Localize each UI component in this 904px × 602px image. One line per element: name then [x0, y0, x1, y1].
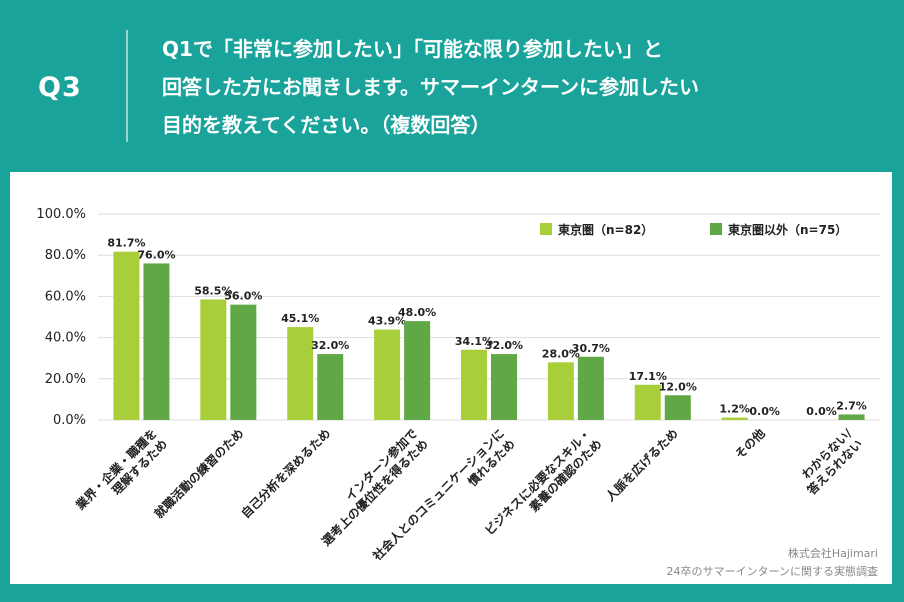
logo-mark: int: [28, 543, 58, 570]
category-label-line: 人脈を広げるため: [602, 426, 680, 504]
data-label: 0.0%: [749, 405, 780, 418]
data-label: 2.7%: [836, 399, 867, 412]
bar-tokyo: [461, 349, 487, 420]
bar-tokyo: [547, 362, 574, 420]
category-label: 就職活動の練習のため: [151, 426, 246, 521]
source-note: 株式会社Hajimari 24卒のサマーインターンに関する実態調査: [667, 545, 878, 581]
data-label: 32.0%: [485, 339, 523, 352]
bar-non-tokyo: [404, 321, 431, 420]
bar-tokyo: [113, 251, 140, 420]
category-label: わからない/答えられない: [794, 426, 866, 498]
data-label: 1.2%: [719, 403, 750, 416]
question-text: Q1で「非常に参加したい」「可能な限り参加したい」と 回答した方にお聞きします。…: [162, 30, 882, 144]
data-label: 30.7%: [572, 342, 610, 355]
source-company: 株式会社Hajimari: [787, 547, 878, 560]
question-line: 目的を教えてください。（複数回答）: [162, 113, 491, 137]
chart-panel: 0.0% 20.0% 40.0% 60.0% 80.0% 100.0% 81.7% 76.0%…: [10, 172, 892, 584]
bar-non-tokyo: [664, 395, 691, 420]
category-label: 人脈を広げるため: [602, 426, 680, 504]
y-tick-label: 0.0%: [53, 413, 86, 428]
legend-swatch: [540, 223, 552, 235]
bar-non-tokyo: [143, 263, 170, 420]
bar-non-tokyo: [577, 356, 604, 420]
bar-non-tokyo: [491, 354, 517, 420]
y-tick-label: 100.0%: [36, 207, 86, 222]
bar-tokyo: [721, 417, 748, 420]
legend-swatch: [710, 223, 722, 235]
data-label: 48.0%: [398, 306, 436, 319]
bar-non-tokyo: [317, 354, 344, 420]
category-label-line: 就職活動の練習のため: [151, 426, 246, 521]
category-label-line: 選考上の優位性を得るため: [318, 436, 430, 548]
y-tick-label: 60.0%: [45, 289, 86, 304]
legend-label: 東京圏（n=82）: [558, 222, 653, 237]
data-label: 56.0%: [224, 290, 262, 303]
category-label-line: 自己分析を深めるため: [238, 426, 333, 521]
data-label: 81.7%: [107, 237, 145, 250]
data-label: 43.9%: [368, 315, 406, 328]
question-line: Q1で「非常に参加したい」「可能な限り参加したい」と: [162, 37, 663, 61]
question-number: Q3: [38, 72, 82, 103]
data-label: 45.1%: [281, 312, 319, 325]
category-label: その他: [732, 426, 768, 462]
bar-tokyo: [200, 299, 227, 420]
bar-chart: 0.0% 20.0% 40.0% 60.0% 80.0% 100.0% 81.7%76.0%…: [36, 207, 880, 564]
data-label: 28.0%: [542, 347, 580, 360]
data-label: 32.0%: [311, 339, 349, 352]
bar-tokyo: [634, 384, 661, 420]
y-tick-label: 40.0%: [45, 331, 86, 346]
bar-non-tokyo: [230, 304, 257, 420]
legend-label: 東京圏以外（n=75）: [728, 222, 847, 237]
data-label: 0.0%: [806, 405, 837, 418]
y-tick-label: 80.0%: [45, 248, 86, 263]
data-label: 17.1%: [629, 370, 667, 383]
data-label: 76.0%: [137, 248, 175, 261]
logo-name: intee: [34, 571, 58, 583]
header-divider: [126, 30, 128, 142]
data-label: 12.0%: [659, 380, 697, 393]
category-label: 自己分析を深めるため: [238, 426, 333, 521]
bar-tokyo: [374, 329, 401, 420]
category-label-line: その他: [732, 426, 768, 462]
bar-tokyo: [287, 327, 314, 420]
data-label: 34.1%: [455, 335, 493, 348]
bar-non-tokyo: [838, 414, 865, 420]
data-label: 58.5%: [194, 284, 232, 297]
intee-logo: int intee: [28, 543, 58, 583]
y-tick-label: 20.0%: [45, 372, 86, 387]
question-line: 回答した方にお聞きします。サマーインターンに参加したい: [162, 75, 699, 99]
source-survey: 24卒のサマーインターンに関する実態調査: [666, 565, 878, 578]
